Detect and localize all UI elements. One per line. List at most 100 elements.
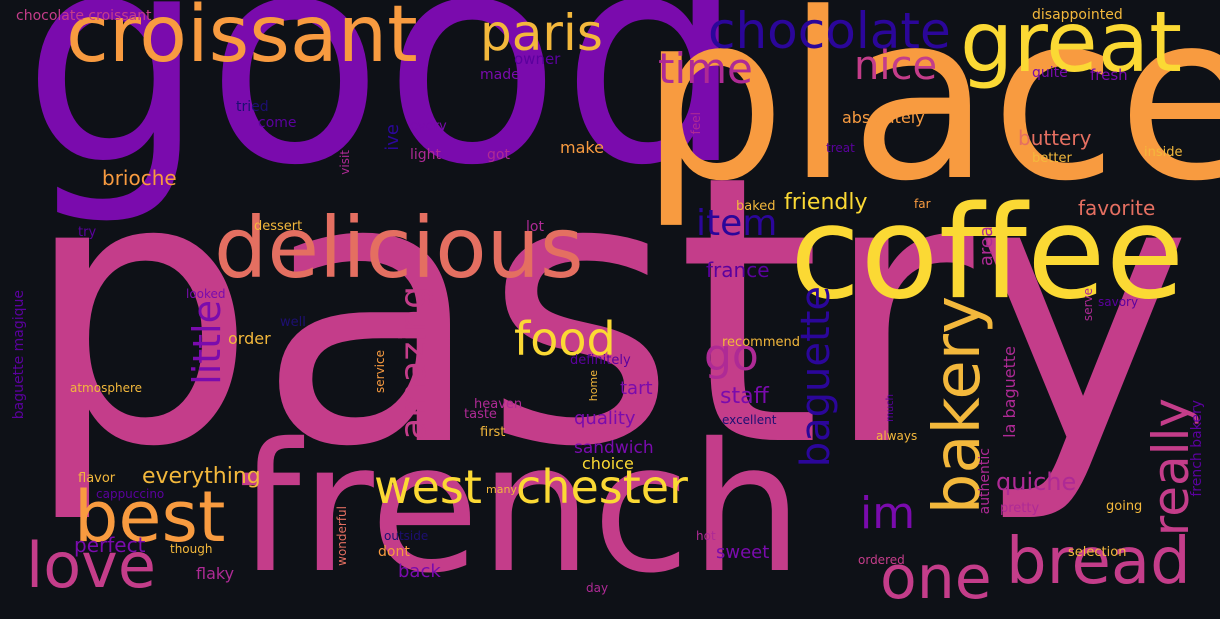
word-little: little: [185, 300, 229, 385]
word-pretty: pretty: [1000, 501, 1040, 516]
word-got: got: [487, 147, 510, 163]
word-day: day: [586, 581, 609, 595]
word-good: good: [22, 0, 746, 229]
word-though: though: [170, 542, 213, 556]
word-authentic: authentic: [977, 448, 993, 515]
word-quality: quality: [574, 408, 636, 429]
word-buttery: buttery: [1018, 126, 1092, 150]
word-everything: everything: [142, 464, 261, 489]
word-great: great: [960, 0, 1183, 91]
word-absolutely: absolutely: [842, 108, 925, 127]
word-baguette: baguette: [793, 286, 839, 468]
word-west: west: [374, 460, 482, 514]
word-visit: visit: [338, 150, 352, 175]
word-treat: treat: [826, 141, 855, 155]
word-area: area: [976, 226, 997, 267]
word-tried: tried: [236, 99, 269, 115]
word-ive: ive: [382, 124, 403, 151]
word-lot: lot: [526, 219, 544, 235]
word-many: many: [486, 483, 517, 496]
word-first: first: [480, 425, 506, 440]
word-every: every: [410, 119, 447, 134]
word-go: go: [704, 330, 759, 381]
word-im: im: [860, 488, 916, 539]
word-selection: selection: [1068, 545, 1127, 560]
word-far: far: [914, 197, 931, 211]
word-hot: hot: [696, 529, 716, 543]
word-item: item: [696, 203, 778, 244]
word-well: well: [280, 315, 306, 330]
word-sweet: sweet: [716, 542, 770, 563]
word-sandwich: sandwich: [574, 438, 654, 458]
word-home: home: [587, 370, 600, 402]
word-tart: tart: [620, 378, 653, 399]
word-ordered: ordered: [858, 553, 905, 567]
word-dessert: dessert: [254, 219, 303, 234]
word-food: food: [514, 312, 616, 366]
word-paris: paris: [480, 4, 603, 62]
word-choice: choice: [582, 454, 634, 473]
word-france: france: [706, 258, 770, 282]
word-brioche: brioche: [102, 166, 177, 190]
word-come: come: [258, 115, 297, 131]
word-outside: outside: [384, 529, 429, 543]
word-disappointed: disappointed: [1032, 7, 1123, 23]
word-heaven: heaven: [474, 397, 523, 412]
word-cappuccino: cappuccino: [96, 487, 165, 501]
word-flavor: flavor: [78, 471, 116, 486]
word-la-baguette: la baguette: [1000, 346, 1019, 438]
word-savory: savory: [1098, 295, 1139, 309]
word-amazing: amazing: [393, 286, 434, 440]
word-one: one: [880, 543, 992, 613]
word-favorite: favorite: [1078, 196, 1156, 220]
word-nice: nice: [854, 43, 938, 89]
word-dont: dont: [378, 544, 410, 560]
word-light: light: [410, 147, 442, 163]
word-going: going: [1106, 499, 1143, 514]
word-made: made: [480, 67, 520, 83]
word-chester: chester: [516, 460, 688, 514]
word-much: much: [885, 394, 896, 422]
word-baguette-magique: baguette magique: [11, 290, 27, 420]
word-chocolate-croissant: chocolate croissant: [16, 8, 152, 24]
word-serve: serve: [1081, 288, 1095, 322]
word-french: french: [238, 405, 803, 612]
word-recommend: recommend: [722, 335, 800, 350]
word-owner: owner: [514, 50, 561, 68]
word-flaky: flaky: [196, 564, 235, 583]
word-friendly: friendly: [784, 190, 868, 215]
word-perfect: perfect: [74, 533, 146, 557]
word-staff: staff: [720, 384, 769, 409]
word-wonderful: wonderful: [335, 506, 349, 566]
word-order: order: [228, 329, 271, 348]
word-quiche: quiche: [996, 468, 1077, 496]
word-bread: bread: [1006, 525, 1191, 599]
word-better: better: [1032, 151, 1072, 166]
word-french-bakery: french bakery: [1189, 400, 1205, 497]
word-inside: inside: [1144, 145, 1183, 160]
word-love: love: [26, 529, 156, 602]
word-always: always: [876, 429, 918, 443]
word-atmosphere: atmosphere: [70, 381, 142, 395]
word-service: service: [373, 350, 387, 393]
word-best: best: [74, 476, 226, 558]
word-croissant: croissant: [66, 0, 418, 80]
word-try: try: [78, 225, 97, 240]
word-coffee: coffee: [790, 179, 1185, 328]
word-place: place: [640, 0, 1220, 232]
word-chocolate: chocolate: [708, 2, 951, 60]
word-feel: feel: [689, 112, 703, 135]
word-quite: quite: [1032, 65, 1068, 81]
word-looked: looked: [186, 287, 226, 301]
word-taste: taste: [464, 407, 497, 422]
word-fresh: fresh: [1090, 66, 1128, 84]
word-baked: baked: [736, 199, 776, 214]
word-delicious: delicious: [214, 199, 584, 297]
word-time: time: [658, 44, 753, 93]
word-excellent: excellent: [722, 413, 777, 427]
word-definitely: definitely: [570, 353, 631, 368]
word-make: make: [560, 138, 604, 157]
word-back: back: [398, 561, 441, 582]
word-pastry: pastry: [22, 98, 1193, 528]
